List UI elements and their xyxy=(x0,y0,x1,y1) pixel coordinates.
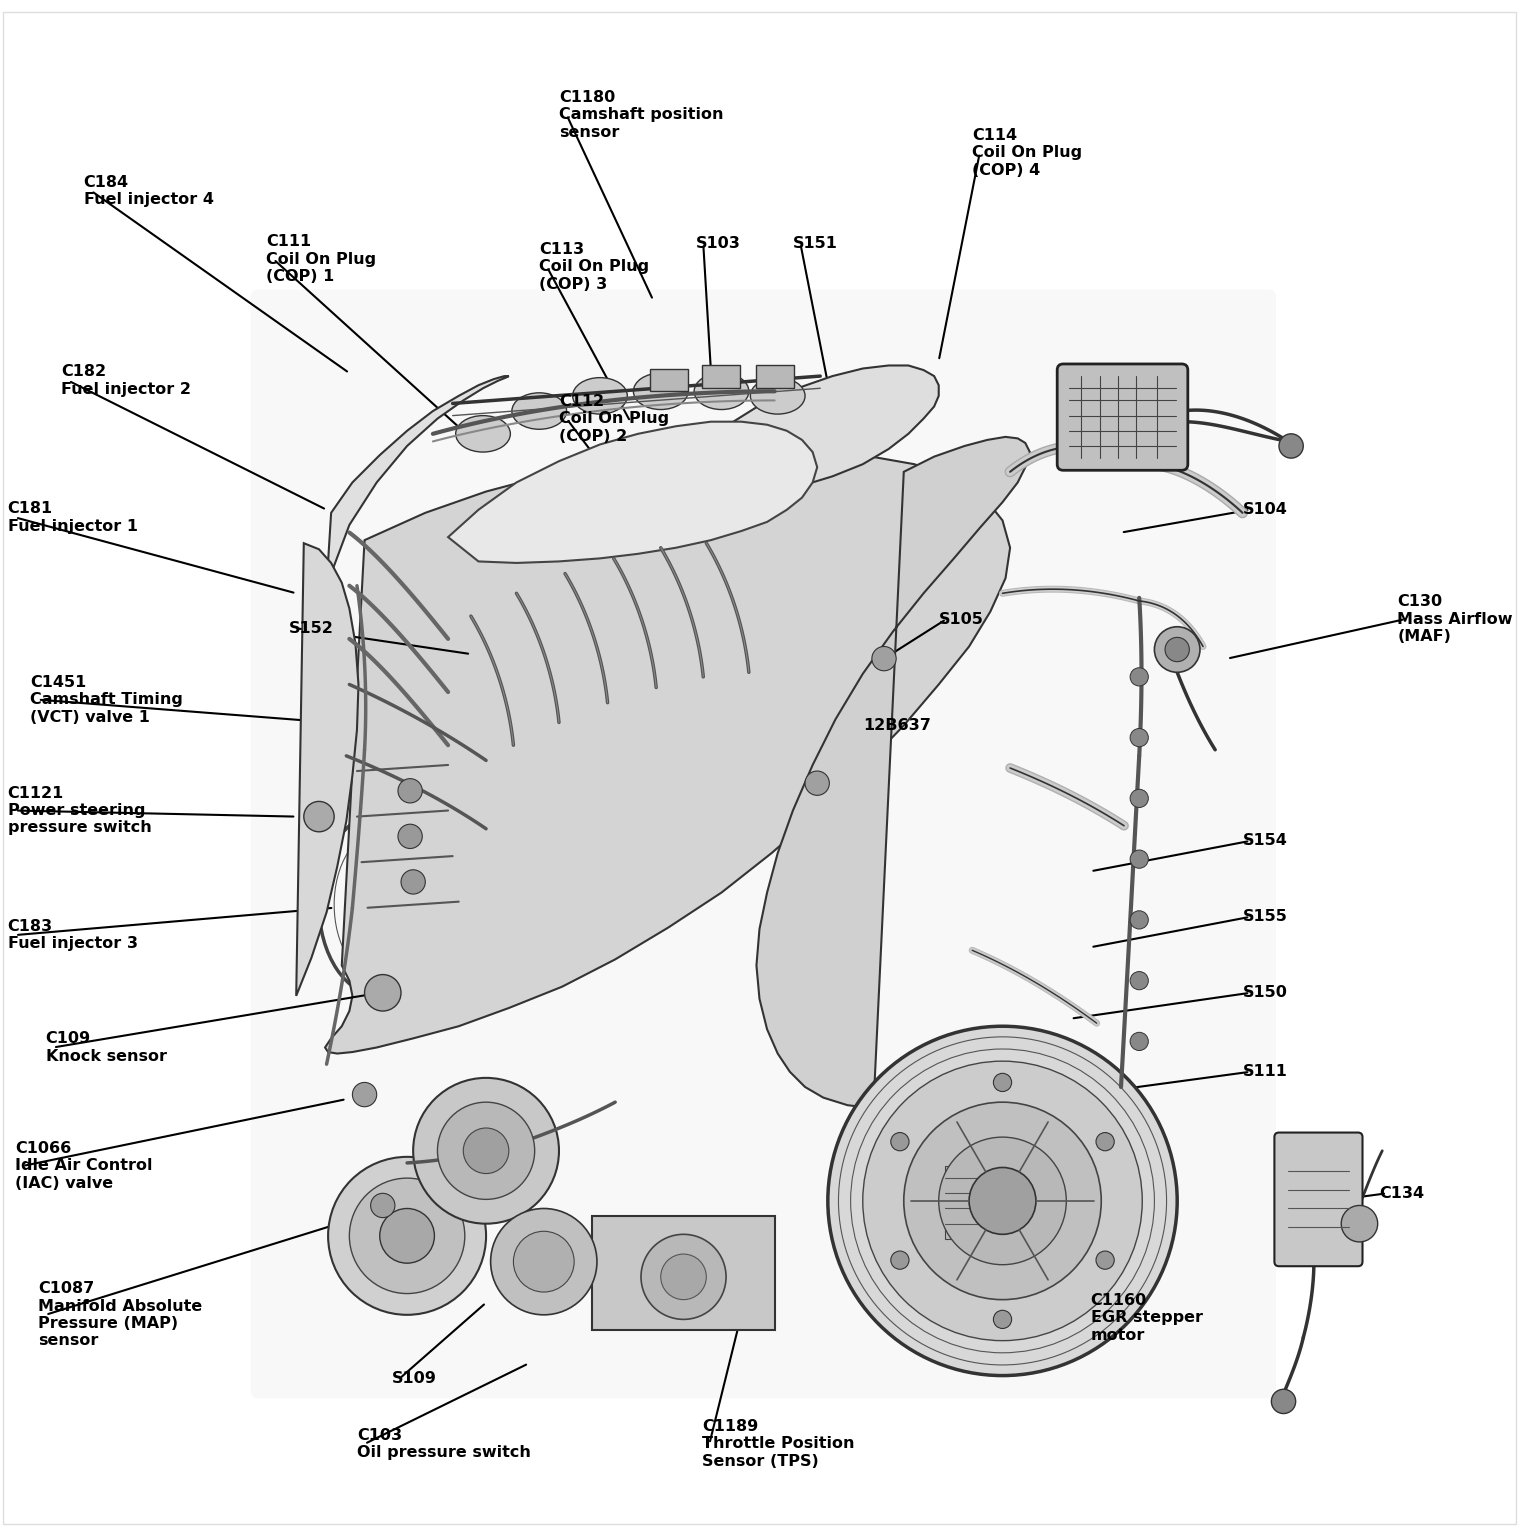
Text: C182
Fuel injector 2: C182 Fuel injector 2 xyxy=(61,364,190,396)
Circle shape xyxy=(641,1235,727,1319)
Polygon shape xyxy=(660,366,938,513)
Circle shape xyxy=(438,1103,535,1200)
Polygon shape xyxy=(326,449,1011,1054)
Circle shape xyxy=(872,647,895,671)
Text: S109: S109 xyxy=(392,1372,436,1385)
Text: C1189
Throttle Position
Sensor (TPS): C1189 Throttle Position Sensor (TPS) xyxy=(702,1419,854,1468)
Ellipse shape xyxy=(694,373,750,410)
Circle shape xyxy=(379,1209,435,1263)
Polygon shape xyxy=(449,422,817,562)
Circle shape xyxy=(1341,1206,1378,1243)
Text: C1121
Power steering
pressure switch: C1121 Power steering pressure switch xyxy=(8,785,152,836)
Text: S151: S151 xyxy=(793,237,837,252)
Bar xyxy=(593,1217,774,1330)
Circle shape xyxy=(349,1178,465,1293)
Circle shape xyxy=(1130,728,1149,746)
Circle shape xyxy=(1130,972,1149,989)
Text: C113
Coil On Plug
(COP) 3: C113 Coil On Plug (COP) 3 xyxy=(539,241,650,292)
Circle shape xyxy=(352,1083,376,1107)
Bar xyxy=(938,1158,1012,1247)
Circle shape xyxy=(398,825,422,848)
Circle shape xyxy=(903,1103,1101,1299)
Circle shape xyxy=(329,1157,485,1315)
Text: C1180
Camshaft position
sensor: C1180 Camshaft position sensor xyxy=(559,91,723,140)
Bar xyxy=(756,366,794,389)
Circle shape xyxy=(413,1078,559,1224)
FancyBboxPatch shape xyxy=(250,289,1276,1398)
Circle shape xyxy=(364,974,401,1011)
Circle shape xyxy=(1155,627,1200,673)
Text: S105: S105 xyxy=(938,611,983,627)
Text: C181
Fuel injector 1: C181 Fuel injector 1 xyxy=(8,501,138,533)
Text: S104: S104 xyxy=(1243,502,1287,518)
Circle shape xyxy=(891,1132,909,1150)
FancyBboxPatch shape xyxy=(1275,1132,1362,1266)
Text: C103
Oil pressure switch: C103 Oil pressure switch xyxy=(356,1428,531,1461)
Text: S155: S155 xyxy=(1243,909,1287,925)
Text: C130
Mass Airflow
(MAF): C130 Mass Airflow (MAF) xyxy=(1398,594,1513,644)
Ellipse shape xyxy=(573,378,627,415)
Text: C1160
EGR stepper
motor: C1160 EGR stepper motor xyxy=(1091,1293,1203,1342)
Circle shape xyxy=(1130,911,1149,929)
Circle shape xyxy=(370,1193,395,1218)
Circle shape xyxy=(1130,849,1149,868)
Text: S152: S152 xyxy=(289,621,333,636)
Text: C184
Fuel injector 4: C184 Fuel injector 4 xyxy=(83,175,214,207)
Text: C1066
Idle Air Control
(IAC) valve: C1066 Idle Air Control (IAC) valve xyxy=(15,1141,152,1190)
Ellipse shape xyxy=(511,393,567,429)
Polygon shape xyxy=(327,376,508,585)
Ellipse shape xyxy=(751,378,805,415)
Circle shape xyxy=(994,1074,1012,1092)
Text: C134: C134 xyxy=(1379,1186,1424,1201)
Circle shape xyxy=(1130,1032,1149,1051)
Circle shape xyxy=(828,1026,1177,1376)
Text: C114
Coil On Plug
(COP) 4: C114 Coil On Plug (COP) 4 xyxy=(972,127,1083,178)
Text: C109
Knock sensor: C109 Knock sensor xyxy=(46,1031,166,1064)
Text: C1451
Camshaft Timing
(VCT) valve 1: C1451 Camshaft Timing (VCT) valve 1 xyxy=(31,674,183,725)
Text: S154: S154 xyxy=(1243,834,1287,848)
Text: S111: S111 xyxy=(1243,1064,1287,1080)
Circle shape xyxy=(1279,433,1303,458)
Text: 12B637: 12B637 xyxy=(863,717,931,733)
Ellipse shape xyxy=(456,416,510,452)
Circle shape xyxy=(513,1232,574,1292)
Circle shape xyxy=(304,802,335,833)
Bar xyxy=(945,1166,1006,1240)
Text: S150: S150 xyxy=(1243,985,1287,1000)
Polygon shape xyxy=(296,544,358,995)
FancyBboxPatch shape xyxy=(1057,364,1187,470)
Circle shape xyxy=(398,779,422,803)
Circle shape xyxy=(891,1250,909,1269)
Circle shape xyxy=(1130,668,1149,687)
Text: C1087
Manifold Absolute
Pressure (MAP)
sensor: C1087 Manifold Absolute Pressure (MAP) s… xyxy=(38,1281,203,1349)
Circle shape xyxy=(805,771,829,796)
Circle shape xyxy=(1097,1250,1114,1269)
Circle shape xyxy=(994,1310,1012,1329)
Circle shape xyxy=(969,1167,1035,1235)
Circle shape xyxy=(401,869,425,894)
Circle shape xyxy=(1272,1389,1296,1413)
Circle shape xyxy=(490,1209,598,1315)
Circle shape xyxy=(1097,1132,1114,1150)
Polygon shape xyxy=(756,436,1029,1109)
Circle shape xyxy=(464,1127,508,1174)
Bar xyxy=(702,366,740,389)
Circle shape xyxy=(938,1137,1066,1264)
Text: C112
Coil On Plug
(COP) 2: C112 Coil On Plug (COP) 2 xyxy=(559,393,670,444)
Circle shape xyxy=(863,1061,1143,1341)
Text: C183
Fuel injector 3: C183 Fuel injector 3 xyxy=(8,919,138,951)
Circle shape xyxy=(1130,790,1149,808)
Circle shape xyxy=(660,1253,707,1299)
Text: S103: S103 xyxy=(696,237,740,252)
Circle shape xyxy=(1164,637,1189,662)
Bar xyxy=(650,369,688,392)
Text: C111
Coil On Plug
(COP) 1: C111 Coil On Plug (COP) 1 xyxy=(266,235,376,284)
Ellipse shape xyxy=(633,373,688,410)
